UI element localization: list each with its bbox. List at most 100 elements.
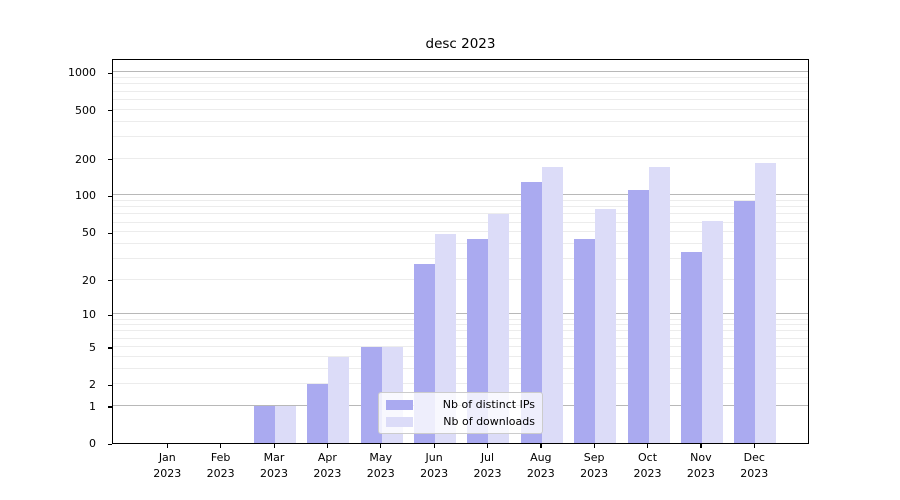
x-tick-label-3: Mar 2023 bbox=[260, 451, 289, 480]
x-tick-7 bbox=[486, 444, 489, 448]
bar-distinct-ips-may-2023 bbox=[360, 346, 382, 443]
y-tick-label-20: 20 bbox=[82, 273, 96, 287]
gridline-minor-4 bbox=[113, 355, 808, 357]
y-tick-2 bbox=[108, 384, 112, 386]
gridline-minor-200 bbox=[113, 157, 808, 159]
gridline-minor-60 bbox=[113, 221, 808, 223]
x-tick-label-10: Oct 2023 bbox=[633, 451, 662, 480]
gridline-minor-800 bbox=[113, 83, 808, 85]
y-tick-label-10: 10 bbox=[82, 308, 96, 322]
y-tick-label-100: 100 bbox=[75, 189, 96, 203]
x-tick-1 bbox=[166, 444, 168, 448]
bar-downloads-nov-2023 bbox=[701, 220, 723, 443]
gridline-minor-2 bbox=[113, 383, 808, 385]
bar-distinct-ips-jul-2023 bbox=[467, 238, 489, 443]
y-tick-10 bbox=[108, 314, 112, 317]
gridline-major-100 bbox=[113, 194, 808, 196]
y-tick-label-200: 200 bbox=[75, 152, 96, 166]
x-tick-label-12: Dec 2023 bbox=[740, 451, 769, 480]
bar-distinct-ips-mar-2023 bbox=[254, 405, 276, 443]
gridline-minor-90 bbox=[113, 200, 808, 202]
y-tick-label-1000: 1000 bbox=[68, 66, 96, 80]
y-tick-200 bbox=[108, 159, 112, 161]
legend-item-downloads: Nb of downloads bbox=[386, 413, 535, 430]
gridline-minor-80 bbox=[113, 206, 808, 208]
y-tick-20 bbox=[108, 280, 112, 282]
x-tick-label-8: Aug 2023 bbox=[526, 451, 555, 480]
bar-distinct-ips-dec-2023 bbox=[734, 201, 756, 443]
x-tick-10 bbox=[647, 444, 649, 448]
gridline-major-10 bbox=[113, 313, 808, 315]
gridline-minor-900 bbox=[113, 77, 808, 79]
x-tick-8 bbox=[540, 444, 542, 448]
bar-downloads-apr-2023 bbox=[328, 356, 350, 443]
x-tick-5 bbox=[380, 444, 382, 448]
y-tick-1000 bbox=[108, 72, 112, 75]
gridline-minor-400 bbox=[113, 120, 808, 122]
gridline-minor-7 bbox=[113, 330, 808, 332]
x-tick-label-5: May 2023 bbox=[366, 451, 395, 480]
gridline-minor-70 bbox=[113, 213, 808, 215]
bar-downloads-aug-2023 bbox=[541, 167, 563, 443]
legend-label-distinct-ips: Nb of distinct IPs bbox=[442, 398, 535, 411]
legend-swatch-distinct-ips bbox=[386, 399, 413, 410]
y-tick-label-2: 2 bbox=[89, 378, 96, 392]
gridline-major-1000 bbox=[113, 71, 808, 73]
gridline-minor-500 bbox=[113, 108, 808, 110]
y-tick-label-5: 5 bbox=[89, 340, 96, 354]
gridline-minor-700 bbox=[113, 90, 808, 92]
x-tick-label-1: Jan 2023 bbox=[153, 451, 182, 480]
y-tick-0 bbox=[108, 443, 112, 445]
y-tick-label-1: 1 bbox=[89, 399, 96, 413]
y-tick-label-0: 0 bbox=[89, 437, 96, 450]
y-tick-50 bbox=[108, 232, 112, 234]
x-tick-label-2: Feb 2023 bbox=[206, 451, 235, 480]
bar-downloads-dec-2023 bbox=[755, 162, 777, 443]
x-tick-label-4: Apr 2023 bbox=[313, 451, 342, 480]
y-tick-label-50: 50 bbox=[82, 226, 96, 240]
x-tick-9 bbox=[593, 444, 595, 448]
x-tick-12 bbox=[753, 444, 755, 448]
bar-downloads-oct-2023 bbox=[648, 167, 670, 443]
legend-swatch-downloads bbox=[386, 416, 413, 427]
x-tick-label-9: Sep 2023 bbox=[580, 451, 609, 480]
bar-distinct-ips-apr-2023 bbox=[307, 384, 329, 443]
x-tick-label-6: Jun 2023 bbox=[420, 451, 449, 480]
x-tick-6 bbox=[433, 444, 435, 448]
bar-distinct-ips-oct-2023 bbox=[627, 190, 649, 443]
gridline-minor-600 bbox=[113, 98, 808, 100]
y-tick-label-500: 500 bbox=[75, 103, 96, 117]
x-tick-3 bbox=[273, 444, 275, 448]
gridline-minor-20 bbox=[113, 278, 808, 280]
bar-downloads-jun-2023 bbox=[435, 234, 457, 443]
bar-distinct-ips-nov-2023 bbox=[680, 252, 702, 443]
bar-distinct-ips-sep-2023 bbox=[574, 238, 596, 443]
bar-downloads-mar-2023 bbox=[275, 405, 297, 443]
x-tick-11 bbox=[700, 444, 702, 448]
gridline-minor-6 bbox=[113, 337, 808, 339]
plot-area bbox=[112, 59, 809, 444]
bar-distinct-ips-aug-2023 bbox=[520, 181, 542, 443]
gridline-minor-40 bbox=[113, 242, 808, 244]
gridline-minor-3 bbox=[113, 367, 808, 369]
x-tick-4 bbox=[326, 444, 329, 448]
chart-title: desc 2023 bbox=[425, 36, 496, 52]
y-tick-1 bbox=[108, 406, 112, 408]
gridline-minor-9 bbox=[113, 318, 808, 320]
gridline-minor-50 bbox=[113, 231, 808, 233]
x-tick-label-11: Nov 2023 bbox=[686, 451, 715, 480]
y-tick-5 bbox=[108, 347, 112, 349]
y-tick-100 bbox=[108, 195, 112, 198]
legend: Nb of distinct IPs Nb of downloads bbox=[378, 392, 543, 434]
x-tick-label-7: Jul 2023 bbox=[473, 451, 502, 480]
legend-item-distinct-ips: Nb of distinct IPs bbox=[386, 396, 535, 413]
bar-downloads-sep-2023 bbox=[595, 208, 617, 443]
gridline-minor-30 bbox=[113, 257, 808, 259]
gridline-minor-300 bbox=[113, 135, 808, 137]
bar-downloads-jul-2023 bbox=[488, 214, 510, 443]
gridline-minor-5 bbox=[113, 345, 808, 347]
legend-label-downloads: Nb of downloads bbox=[443, 415, 535, 428]
x-tick-2 bbox=[220, 444, 222, 448]
y-tick-500 bbox=[108, 110, 112, 112]
